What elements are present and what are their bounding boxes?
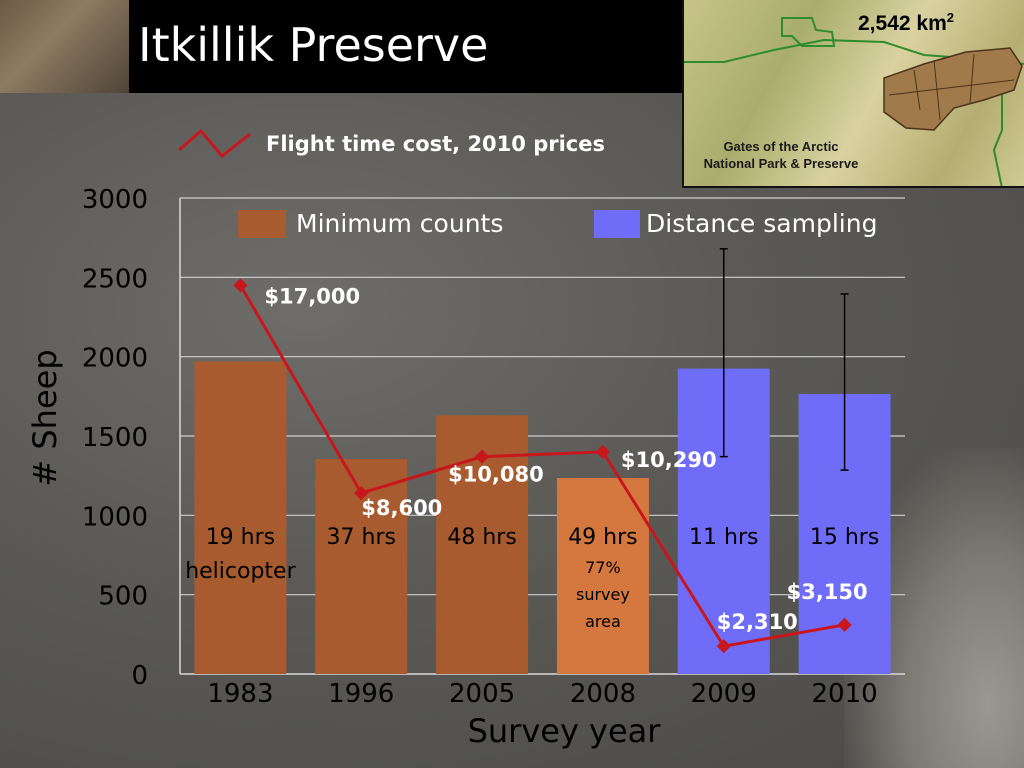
cost-label: $2,310 xyxy=(717,610,798,634)
y-axis-title: # Sheep xyxy=(26,349,64,486)
y-tick-label: 2500 xyxy=(82,264,148,294)
page-title: Itkillik Preserve xyxy=(138,18,489,72)
map-caption: Gates of the Arctic National Park & Pres… xyxy=(686,138,876,172)
bar-note-label: 77% xyxy=(585,558,621,577)
bar-hours-label: 19 hrs xyxy=(206,525,275,550)
cost-point-1996 xyxy=(354,486,369,501)
unit-divider-2 xyxy=(969,53,975,105)
park-parcel xyxy=(781,17,836,47)
cost-label: $3,150 xyxy=(787,580,868,604)
y-tick-label: 500 xyxy=(98,582,148,612)
legend-swatch-minimum xyxy=(238,210,286,238)
dall-sheep-photo xyxy=(0,0,129,93)
cost-label: $17,000 xyxy=(264,284,360,308)
y-tick-label: 1500 xyxy=(82,423,148,453)
cost-label: $10,080 xyxy=(448,463,544,487)
cost-point-2009 xyxy=(716,639,731,654)
map-caption-line2: National Park & Preserve xyxy=(703,156,859,171)
cost-legend-swatch xyxy=(178,128,251,159)
bar-hours-label: 11 hrs xyxy=(689,525,758,550)
legend-swatch-distance xyxy=(594,210,640,238)
y-tick-label: 0 xyxy=(131,661,148,691)
x-tick-label: 2009 xyxy=(691,679,757,709)
bar-note-label: area xyxy=(585,612,621,631)
map-graphic xyxy=(684,17,1024,186)
bar-1983 xyxy=(194,361,287,674)
bar-2008 xyxy=(556,478,649,674)
cost-line xyxy=(239,284,845,648)
x-axis-title: Survey year xyxy=(468,712,662,750)
map-caption-line1: Gates of the Arctic xyxy=(723,139,839,154)
legend-label-distance: Distance sampling xyxy=(646,209,877,238)
x-tick-label: 1983 xyxy=(207,679,273,709)
cost-point-2005 xyxy=(475,449,490,464)
bar-hours-label: 15 hrs xyxy=(810,525,879,550)
y-tick-label: 3000 xyxy=(82,185,148,215)
x-tick-label: 2005 xyxy=(449,679,515,709)
y-tick-label: 2000 xyxy=(82,344,148,374)
cost-point-1983 xyxy=(233,278,248,293)
title-bar xyxy=(129,0,682,93)
bar-hours-label: helicopter xyxy=(185,559,296,584)
y-tick-label: 1000 xyxy=(82,502,148,532)
map-area-value: 2,542 km xyxy=(858,12,947,35)
x-tick-label: 1996 xyxy=(328,679,394,709)
unit-lines xyxy=(913,69,921,111)
cost-label: $10,290 xyxy=(621,448,717,472)
cost-legend-label: Flight time cost, 2010 prices xyxy=(266,132,605,156)
unit-divider-1 xyxy=(933,59,941,121)
unit-divider-3 xyxy=(888,79,1015,96)
x-tick-label: 2010 xyxy=(811,679,877,709)
location-map: 2,542 km2 Gates of the Arctic National P… xyxy=(682,0,1024,188)
bar-hours-label: 48 hrs xyxy=(447,525,516,550)
map-area-unit: 2 xyxy=(946,10,954,25)
legend-label-minimum: Minimum counts xyxy=(296,209,503,238)
cost-point-2010 xyxy=(837,617,852,632)
preserve-units xyxy=(883,47,1023,131)
park-boundary-east xyxy=(992,90,1003,186)
bar-note-label: survey xyxy=(576,585,630,604)
bar-hours-label: 37 hrs xyxy=(327,525,396,550)
cost-point-2008 xyxy=(595,444,610,459)
map-area-label: 2,542 km2 xyxy=(858,10,954,36)
x-tick-label: 2008 xyxy=(570,679,636,709)
cost-label: $8,600 xyxy=(361,496,442,520)
bar-hours-label: 49 hrs xyxy=(568,525,637,550)
